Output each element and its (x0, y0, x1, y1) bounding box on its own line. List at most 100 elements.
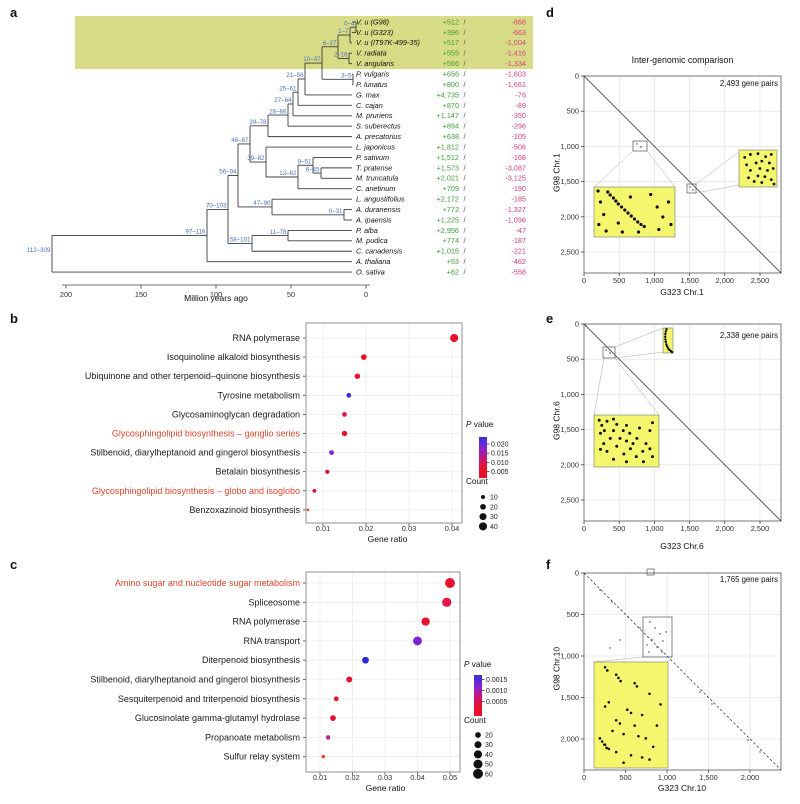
enrichment-dot (333, 696, 339, 702)
gene-gain-count: +4,735 (436, 90, 459, 99)
divergence-time-label: 27–64 (274, 97, 292, 104)
species-name: S. suberectus (356, 122, 401, 131)
gene-gain-count: +517 (443, 38, 459, 47)
enrichment-dot (346, 676, 353, 683)
synteny-dot (607, 700, 611, 704)
axis-tick-label: 0 (364, 290, 368, 299)
gene-loss-count: -1,661 (505, 80, 526, 89)
gain-loss-separator: / (463, 153, 466, 162)
synteny-dot (649, 192, 653, 197)
legend-title-pvalue-c: P value (464, 660, 491, 669)
divergence-time-label: 12–62 (279, 170, 297, 177)
gain-loss-separator: / (463, 215, 466, 224)
gain-loss-separator: / (463, 226, 466, 235)
gain-loss-separator: / (463, 132, 466, 141)
axis-tick-label: 500 (567, 610, 579, 619)
synteny-dot (625, 439, 628, 443)
panel-f-synteny: 0 0 500 500 1,000 1,000 1,500 1,500 2,000 2,000 (561, 569, 782, 782)
gain-loss-separator: / (463, 70, 466, 79)
synteny-dot (585, 325, 587, 327)
species-name: V. u (G98) (356, 17, 389, 26)
legend-tick-label: 0.0015 (486, 677, 508, 684)
species-name: V. radiata (356, 49, 387, 58)
synteny-dot (603, 705, 607, 708)
synteny-dot (661, 651, 663, 653)
species-name: V. u (G323) (356, 28, 393, 37)
divergence-time-label: 70–103 (206, 203, 227, 210)
gene-loss-count: -221 (511, 247, 526, 256)
count-legend-dot (473, 759, 483, 769)
count-legend-label: 60 (485, 771, 493, 778)
gene-loss-count: -1,327 (505, 205, 526, 214)
synteny-dot (665, 631, 667, 633)
synteny-dot (749, 168, 752, 172)
divergence-time-label: 6–27 (323, 40, 337, 47)
enrichment-dot (306, 508, 310, 512)
y-axis-label-d: G98 Chr.1 (551, 153, 562, 193)
legend-tick-label: 0.005 (491, 469, 509, 476)
axis-tick-label: 500 (567, 355, 579, 364)
synteny-dot (752, 180, 756, 183)
synteny-dot (747, 739, 749, 741)
synteny-dot (655, 724, 659, 727)
axis-tick-label: 500 (613, 276, 625, 285)
gene-loss-count: -185 (511, 195, 526, 204)
gene-gain-count: +396 (443, 28, 459, 37)
enrichment-dot (362, 656, 369, 664)
pvalue-rest: value (471, 420, 494, 429)
gene-pairs-annotation-e: 2,338 gene pairs (719, 331, 778, 340)
synteny-dot (620, 230, 624, 234)
panel-letter-e: e (546, 311, 554, 326)
synteny-dot (743, 156, 747, 159)
species-name: A. thaliana (355, 257, 390, 266)
gain-loss-separator: / (463, 59, 466, 68)
synteny-dot (640, 756, 644, 759)
divergence-time-label: 97–116 (185, 229, 206, 236)
synteny-dot (759, 751, 761, 753)
divergence-time-label: 11–78 (270, 229, 287, 236)
synteny-dot (603, 666, 607, 669)
species-name: L. angustifolius (356, 195, 405, 204)
synteny-dot (605, 419, 609, 423)
axis-tick-label: 2,000 (741, 773, 760, 782)
axis-tick-label: 1,000 (645, 276, 664, 285)
chart-title-intergenomic: Inter-genomic comparison (631, 55, 734, 65)
enrichment-dot (321, 755, 325, 759)
synteny-dot (659, 633, 661, 635)
enrichment-dot (360, 354, 367, 360)
inset-connector (593, 150, 634, 188)
synteny-dot (648, 651, 650, 653)
pathway-label: Glycosaminoglycan degradation (172, 409, 300, 419)
gene-pairs-annotation-d: 2,493 gene pairs (719, 79, 778, 88)
synteny-dot (616, 221, 620, 225)
synteny-dot (622, 761, 625, 764)
gene-gain-count: +1,512 (436, 153, 459, 162)
gene-gain-count: +2,021 (436, 174, 459, 183)
synteny-dot (623, 208, 627, 212)
axis-tick-label: 0.03 (378, 773, 392, 782)
synteny-dot (606, 669, 609, 672)
synteny-dot (655, 205, 659, 209)
count-legend-label: 50 (485, 762, 493, 769)
legend-title-pvalue-b: P value (466, 420, 493, 429)
synteny-dot (669, 222, 673, 227)
species-name: M. pruriens (356, 111, 393, 120)
species-name: P. vulgaris (356, 70, 389, 79)
inset-connector (614, 357, 660, 416)
enrichment-dot (330, 715, 336, 721)
gain-loss-separator: / (463, 236, 466, 245)
synteny-diagonal (583, 572, 782, 771)
gene-ratio-axis-title-b: Gene ratio (367, 534, 408, 544)
axis-tick-label: 1,500 (561, 425, 580, 434)
divergence-time-label: 21–56 (286, 72, 304, 79)
legend-tick-label: 0.0005 (486, 699, 508, 706)
synteny-dot (769, 178, 773, 182)
synteny-dot (636, 230, 641, 234)
synteny-dot (598, 737, 602, 740)
pathway-label: Diterpenoid biosynthesis (202, 655, 301, 665)
gene-gain-count: +656 (443, 70, 459, 79)
gene-loss-count: -1,096 (505, 215, 526, 224)
axis-tick-label: 2,000 (561, 212, 580, 221)
synteny-dot (619, 679, 622, 683)
gene-ratio-axis-title-c: Gene ratio (365, 783, 406, 793)
